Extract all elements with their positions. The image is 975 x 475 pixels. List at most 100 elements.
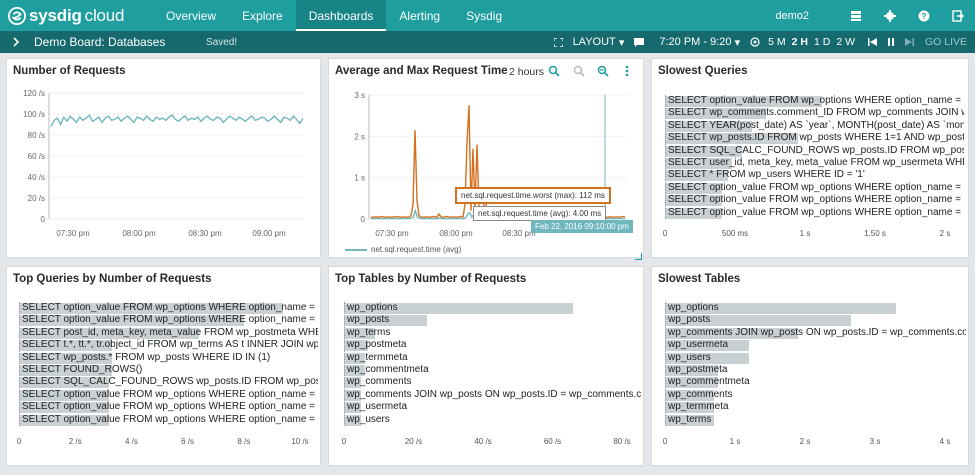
bar-row[interactable]: wp_commentmeta: [344, 364, 641, 376]
x-tick-label: 500 ms: [721, 229, 749, 238]
bar-row[interactable]: wp_usermeta: [344, 401, 641, 414]
sysdig-logo[interactable]: sysdig cloud: [8, 6, 153, 26]
requests-line-chart[interactable]: 0 20 /s 40 /s 60 /s 80 /s 100 /s 120 /s 07:30 p…: [7, 59, 322, 259]
bar-row[interactable]: SELECT option_value FROM wp_options WHER…: [19, 314, 318, 327]
bar-row[interactable]: SELECT option_value FROM wp_options WHER…: [665, 95, 964, 107]
y-tick-label: 80 /s: [28, 131, 45, 140]
bar-row[interactable]: wp_terms: [344, 327, 641, 339]
tooltip-time: Feb 22, 2016 09:10:00 pm: [531, 220, 633, 233]
time-5m[interactable]: 5 M: [768, 36, 786, 48]
bar-row[interactable]: SELECT t.*, tt.*, tr.object_id FROM wp_t…: [19, 339, 318, 352]
help-icon[interactable]: ?: [907, 10, 941, 22]
board-title[interactable]: Demo Board: Databases: [34, 35, 166, 49]
pause-icon[interactable]: [887, 38, 895, 46]
time-1d[interactable]: 1 D: [813, 36, 831, 48]
user-name[interactable]: demo2: [775, 9, 809, 22]
bar-row[interactable]: SELECT option_value FROM wp_options WHER…: [19, 302, 318, 314]
bar-row[interactable]: SELECT post_id, meta_key, meta_value FRO…: [19, 327, 318, 339]
bar-row[interactable]: wp_options: [344, 302, 641, 314]
bar-row[interactable]: SELECT FOUND_ROWS(): [19, 364, 318, 376]
bar-row[interactable]: wp_postmeta: [344, 339, 641, 352]
go-live-button[interactable]: GO LIVE: [924, 36, 967, 48]
bar-row[interactable]: SELECT * FROM wp_users WHERE ID = '1': [665, 169, 964, 182]
y-tick-label: 120 /s: [23, 89, 45, 98]
bar: [344, 303, 574, 314]
target-icon[interactable]: [750, 37, 760, 47]
bar: [19, 303, 284, 314]
bar-row[interactable]: wp_posts: [665, 314, 966, 327]
bar-row[interactable]: wp_postmeta: [665, 364, 966, 376]
bar-row[interactable]: wp_usermeta: [665, 339, 966, 352]
bar-label: SELECT t.*, tt.*, tr.object_id FROM wp_t…: [22, 339, 318, 351]
fullscreen-icon[interactable]: [553, 37, 563, 47]
bar-row[interactable]: wp_options: [665, 302, 966, 314]
nav-explore[interactable]: Explore: [242, 8, 283, 23]
bar-row[interactable]: SELECT wp_posts.ID FROM wp_posts WHERE 1…: [665, 132, 964, 145]
zoom-reset-icon[interactable]: [573, 65, 585, 80]
brand-name: sysdig: [29, 5, 82, 25]
zoom-in-icon[interactable]: [548, 65, 560, 80]
bar-label: wp_termmeta: [668, 401, 729, 413]
bar-row[interactable]: wp_terms: [665, 414, 966, 426]
bar-row[interactable]: SELECT option_value FROM wp_options WHER…: [665, 194, 964, 207]
bar: [19, 327, 199, 339]
resize-handle-icon[interactable]: [635, 247, 643, 265]
bar-label: wp_postmeta: [347, 339, 407, 351]
x-tick-label: 0: [662, 229, 668, 238]
chevron-right-icon[interactable]: [12, 37, 20, 47]
bar-row[interactable]: SELECT user_id, meta_key, meta_value FRO…: [665, 157, 964, 169]
bar-row[interactable]: SELECT option_value FROM wp_options WHER…: [665, 182, 964, 194]
bar-label: SELECT wp_posts.* FROM wp_posts WHERE ID…: [22, 351, 271, 363]
bar: [665, 315, 851, 327]
bar-row[interactable]: wp_comments JOIN wp_posts ON wp_posts.ID…: [344, 389, 641, 401]
bar-label: wp_usermeta: [347, 401, 408, 413]
bar-row[interactable]: SELECT wp_posts.* FROM wp_posts WHERE ID…: [19, 352, 318, 364]
bar-row[interactable]: wp_users: [344, 414, 641, 426]
y-tick-label: 1 s: [354, 174, 365, 183]
bar-row[interactable]: wp_commentmeta: [665, 376, 966, 389]
bar: [665, 402, 714, 414]
bar-row[interactable]: wp_comments: [665, 389, 966, 401]
bar-row[interactable]: wp_termmeta: [665, 401, 966, 414]
bar: [665, 207, 723, 219]
bar-row[interactable]: SELECT SQL_CALC_FOUND_ROWS wp_posts.ID F…: [665, 145, 964, 157]
layout-label: LAYOUT: [572, 36, 616, 48]
bar-row[interactable]: wp_posts: [344, 314, 641, 327]
bar-row[interactable]: wp_users: [665, 352, 966, 364]
panel-top-tables: Top Tables by Number of Requests wp_opti…: [328, 266, 644, 466]
bar-row[interactable]: SELECT YEAR(post_date) AS `year`, MONTH(…: [665, 120, 964, 132]
nav-overview[interactable]: Overview: [166, 8, 217, 23]
server-icon[interactable]: [839, 10, 873, 22]
comment-icon[interactable]: [634, 37, 645, 47]
bar-label: wp_options: [668, 302, 719, 313]
bar-row[interactable]: SELECT option_value FROM wp_options WHER…: [665, 207, 964, 219]
bar-row[interactable]: wp_comments: [344, 376, 641, 389]
bar-label: wp_postmeta: [668, 364, 728, 375]
bar-row[interactable]: wp_termmeta: [344, 352, 641, 364]
time-2w[interactable]: 2 W: [836, 36, 855, 48]
bar-row[interactable]: SELECT option_value FROM wp_options WHER…: [19, 414, 318, 426]
gear-icon[interactable]: [873, 9, 907, 22]
more-vertical-icon[interactable]: [625, 65, 629, 80]
bar-row[interactable]: SELECT option_value FROM wp_options WHER…: [19, 389, 318, 401]
bar-label: wp_posts: [347, 314, 390, 326]
bar-row[interactable]: SELECT SQL_CALC_FOUND_ROWS wp_posts.ID F…: [19, 376, 318, 389]
bar-row[interactable]: SELECT wp_comments.comment_ID FROM wp_co…: [665, 107, 964, 120]
bar-row[interactable]: SELECT option_value FROM wp_options WHER…: [19, 401, 318, 414]
logout-icon[interactable]: [941, 9, 975, 22]
range-label[interactable]: 2 hours: [509, 66, 545, 78]
skip-back-icon[interactable]: [867, 38, 877, 46]
skip-forward-icon[interactable]: [904, 38, 914, 46]
nav-dashboards[interactable]: Dashboards: [295, 0, 387, 31]
layout-menu[interactable]: LAYOUT ▾: [573, 36, 625, 49]
bar-label: wp_users: [668, 351, 711, 363]
bar: [19, 389, 109, 401]
time-2h[interactable]: 2 H: [791, 36, 808, 48]
nav-alerting[interactable]: Alerting: [399, 8, 441, 23]
panel-title: Slowest Tables: [658, 273, 741, 285]
bar-row[interactable]: wp_comments JOIN wp_posts ON wp_posts.ID…: [665, 327, 966, 339]
zoom-out-icon[interactable]: [597, 65, 609, 80]
y-axis: [19, 302, 20, 426]
time-range[interactable]: 7:20 PM - 9:20 ▾: [659, 36, 740, 49]
nav-sysdig[interactable]: Sysdig: [466, 8, 503, 23]
